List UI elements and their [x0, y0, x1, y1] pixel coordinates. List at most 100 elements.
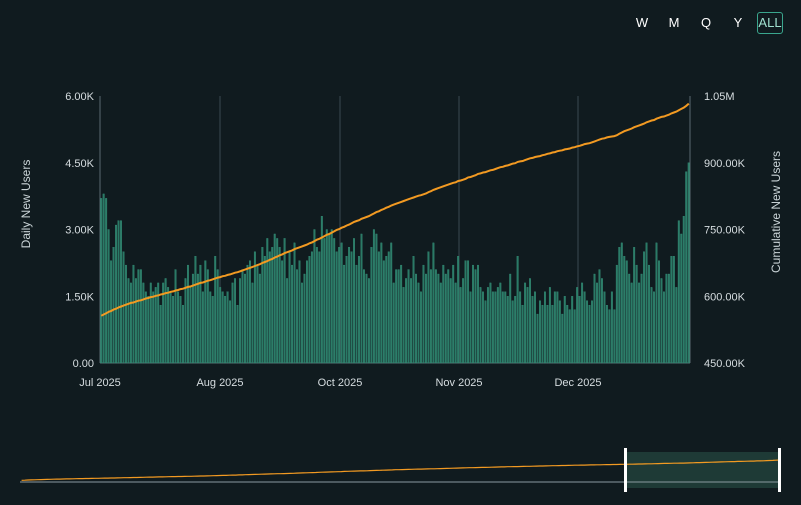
bar — [177, 291, 179, 364]
bar — [315, 247, 318, 364]
bar — [117, 220, 120, 364]
left-tick-label: 3.00K — [65, 225, 94, 237]
bar — [462, 278, 465, 364]
bar — [350, 251, 353, 364]
bar — [618, 247, 621, 364]
x-tick-label: Jul 2025 — [79, 377, 121, 389]
bar — [142, 282, 145, 364]
bar — [248, 260, 251, 364]
bar — [323, 238, 326, 364]
bar — [593, 273, 596, 364]
bar — [605, 304, 608, 364]
bar — [204, 260, 207, 364]
bar — [157, 282, 160, 364]
bar — [561, 313, 564, 364]
bar — [266, 238, 269, 364]
left-tick-label: 6.00K — [65, 91, 94, 103]
bar — [196, 273, 199, 364]
bar — [670, 256, 673, 364]
bar — [340, 242, 343, 364]
bar — [511, 300, 514, 364]
right-axis-title: Cumulative New Users — [769, 151, 783, 273]
bar — [360, 233, 363, 364]
bar — [598, 269, 601, 364]
bar — [187, 264, 189, 364]
bar — [420, 291, 422, 364]
bar — [191, 273, 194, 364]
bar — [519, 291, 522, 364]
bar — [303, 273, 306, 364]
bar — [417, 282, 420, 364]
bar — [164, 278, 167, 364]
bar — [112, 247, 115, 364]
range-month-button[interactable]: M — [668, 15, 680, 30]
navigator-handle-left[interactable] — [624, 448, 627, 492]
range-quarter-button[interactable]: Q — [700, 15, 712, 30]
bar — [682, 215, 685, 364]
bar — [271, 247, 274, 364]
bar — [432, 242, 435, 364]
bar — [268, 251, 271, 364]
bar — [620, 242, 623, 364]
bar — [628, 273, 631, 364]
bar — [415, 273, 417, 364]
bar — [469, 291, 472, 364]
navigator-handle-right[interactable] — [778, 448, 781, 492]
bar — [442, 264, 445, 364]
bar — [348, 247, 351, 364]
bar — [115, 224, 118, 364]
bar — [615, 264, 618, 364]
bar — [645, 242, 648, 364]
bar — [234, 278, 236, 364]
bar — [382, 260, 385, 364]
bar — [496, 287, 499, 364]
bar — [685, 171, 688, 364]
x-tick-label: Dec 2025 — [554, 377, 601, 389]
bar — [377, 251, 380, 364]
bar — [239, 278, 241, 364]
left-tick-label: 1.50K — [65, 291, 94, 303]
range-week-button[interactable]: W — [635, 15, 649, 30]
bar — [667, 273, 670, 364]
bar — [216, 269, 219, 364]
bar — [536, 313, 539, 364]
range-year-button[interactable]: Y — [733, 15, 743, 30]
bar — [563, 296, 566, 364]
bar — [206, 269, 209, 364]
bar — [152, 291, 155, 364]
bar — [325, 229, 328, 364]
x-axis-ticks: Jul 2025 Aug 2025 Oct 2025 Nov 2025 Dec 2025 — [79, 377, 601, 389]
navigator[interactable] — [0, 440, 801, 500]
bar — [288, 251, 291, 364]
bar — [306, 260, 308, 364]
bar — [296, 269, 298, 364]
range-all-button[interactable]: ALL — [757, 12, 783, 34]
bar — [169, 291, 172, 364]
bar — [586, 300, 589, 364]
bar — [402, 287, 405, 364]
bar — [293, 242, 296, 364]
bar — [358, 256, 360, 364]
bar — [623, 256, 626, 364]
bar — [328, 233, 331, 364]
bar — [365, 273, 368, 364]
bar — [313, 229, 316, 364]
bar — [625, 260, 628, 364]
bar — [122, 251, 125, 364]
navigator-window[interactable] — [626, 452, 781, 488]
bar — [120, 220, 122, 364]
x-tick-label: Oct 2025 — [318, 377, 363, 389]
bar — [167, 287, 170, 364]
bar — [139, 269, 142, 364]
bar — [410, 278, 413, 364]
bar — [370, 247, 373, 364]
bar — [613, 309, 616, 364]
bar — [596, 282, 598, 364]
bar — [534, 291, 536, 364]
bar — [162, 282, 165, 364]
bar — [578, 296, 581, 364]
bar — [363, 269, 365, 364]
bar — [144, 291, 147, 364]
bar — [477, 264, 479, 364]
bar — [489, 282, 492, 364]
